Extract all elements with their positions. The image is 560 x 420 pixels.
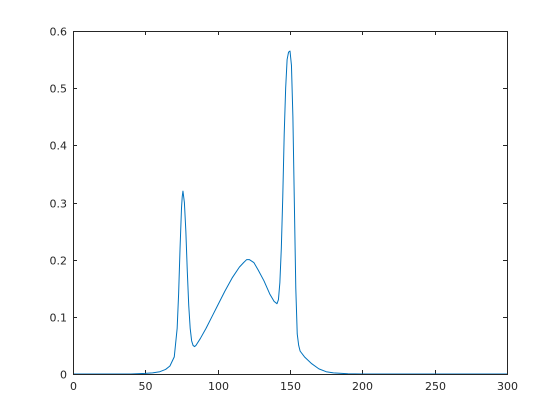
y-axis-ticks: 0 0.1 0.2 0.3 0.4 0.5 0.6 <box>50 26 507 382</box>
x-axis-ticks: 0 50 100 150 200 250 300 <box>70 31 518 393</box>
x-tick-label: 50 <box>139 380 153 393</box>
y-tick-label: 0.4 <box>50 140 68 153</box>
x-tick-label: 0 <box>70 380 77 393</box>
x-tick-label: 200 <box>352 380 373 393</box>
y-tick-label: 0.5 <box>50 83 68 96</box>
axes-background <box>73 31 507 374</box>
x-tick-label: 150 <box>280 380 301 393</box>
y-tick-label: 0.1 <box>50 312 68 325</box>
y-tick-label: 0.6 <box>50 26 68 39</box>
y-tick-label: 0.3 <box>50 198 68 211</box>
y-tick-label: 0 <box>60 369 67 382</box>
y-tick-label: 0.2 <box>50 255 68 268</box>
series-line <box>73 50 507 375</box>
x-tick-label: 100 <box>208 380 229 393</box>
axes-box <box>73 31 508 375</box>
x-tick-label: 300 <box>497 380 518 393</box>
x-tick-label: 250 <box>425 380 446 393</box>
